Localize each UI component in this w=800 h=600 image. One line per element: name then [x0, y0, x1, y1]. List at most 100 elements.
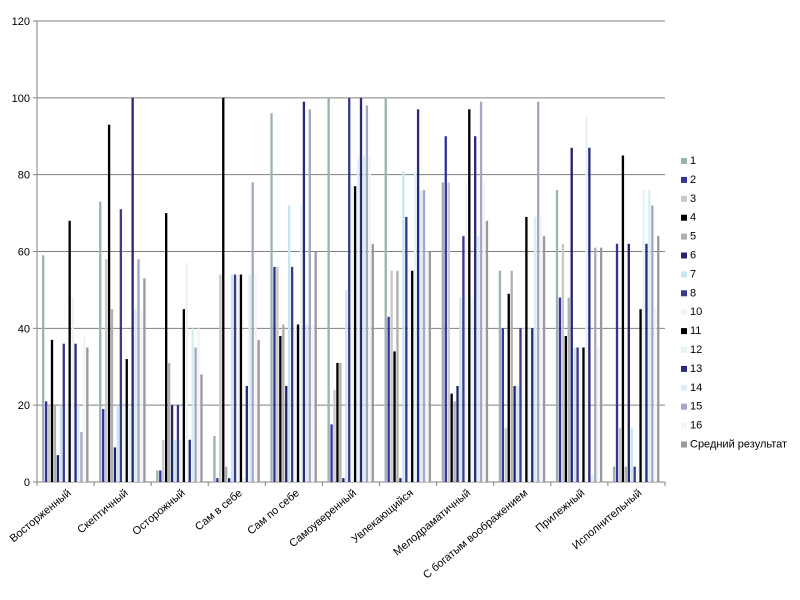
category-label: Сам по себе: [245, 487, 302, 537]
bar-series-16-Скептичный: [140, 309, 143, 483]
bar-series-6-Осторожный: [170, 405, 174, 482]
bar-series-6-Восторженный: [56, 455, 60, 482]
bar-series-Средний результат-Сам по себе: [314, 251, 317, 482]
bar-series-11-Осторожный: [182, 309, 186, 483]
bar-series-14-Самоуверенный: [362, 155, 366, 482]
bar-series-3-Осторожный: [162, 439, 165, 482]
bar-series-14-Восторженный: [77, 405, 80, 482]
bar-series-11-С богатым воображением: [525, 216, 528, 482]
legend-label: 8: [690, 287, 696, 299]
bar-series-13-Самоуверенный: [359, 97, 363, 482]
bar-series-7-Восторженный: [59, 405, 62, 482]
bar-series-1-Исполнительный: [612, 466, 616, 482]
bar-series-4-Сам по себе: [279, 336, 282, 482]
legend-swatch: [681, 347, 687, 353]
bar-series-16-Мелодраматичный: [482, 182, 486, 482]
bar-series-6-С богатым воображением: [513, 385, 516, 482]
bar-series-3-Мелодраматичный: [447, 182, 450, 482]
bar-series-3-Прилежный: [561, 243, 565, 482]
y-tick-labels: 0 20 40 60 80 100 120: [12, 16, 30, 489]
legend-swatch: [681, 290, 687, 297]
category-label: Скептичный: [75, 487, 130, 536]
bar-series-8-Скептичный: [119, 209, 123, 483]
y-tick-label: 80: [18, 170, 30, 182]
bar-series-14-Сам в себе: [248, 274, 251, 482]
bar-series-12-Увлекающийся: [413, 170, 417, 482]
bar-series-2-Сам в себе: [216, 478, 219, 482]
bar-series-8-Мелодраматичный: [462, 236, 465, 482]
bar-series-16-Исполнительный: [654, 309, 657, 483]
legend-label: 6: [690, 250, 696, 262]
bar-series-1-Скептичный: [99, 201, 102, 482]
bar-series-10-Сам в себе: [236, 274, 240, 482]
bar-series-16-Прилежный: [597, 347, 600, 482]
bar-series-8-Осторожный: [176, 405, 180, 482]
bar-series-12-Мелодраматичный: [471, 297, 474, 482]
bar-series-13-Восторженный: [74, 343, 77, 482]
bar-series-11-Мелодраматичный: [468, 109, 471, 483]
bar-series-3-Восторженный: [47, 405, 51, 482]
bar-series-Средний результат-Восторженный: [86, 347, 89, 482]
bar-series-2-Самоуверенный: [330, 424, 333, 483]
legend-swatch: [681, 365, 687, 372]
bar-series-5-С богатым воображением: [510, 270, 513, 482]
bar-series-4-Самоуверенный: [336, 362, 339, 482]
legend-swatch: [681, 403, 687, 410]
y-tick-label: 100: [12, 93, 30, 105]
y-tick-label: 120: [12, 16, 30, 28]
bar-series-12-Исполнительный: [642, 190, 645, 482]
bar-series-13-Скептичный: [131, 97, 134, 482]
bar-series-10-Восторженный: [65, 401, 68, 482]
bar-series-4-Сам в себе: [222, 97, 225, 482]
bar-series-10-Самоуверенный: [351, 186, 354, 482]
bar-series-5-Увлекающийся: [396, 270, 399, 482]
bar-series-1-Сам в себе: [213, 435, 216, 482]
bar-series-14-Прилежный: [591, 474, 594, 482]
bar-series-14-Скептичный: [134, 309, 137, 483]
bar-series-7-Прилежный: [573, 347, 576, 482]
bar-series-7-Самоуверенный: [345, 289, 348, 482]
bar-series-12-С богатым воображением: [528, 328, 531, 482]
bar-series-7-Сам по себе: [288, 205, 291, 482]
legend-swatch: [681, 441, 687, 448]
bar-series-Средний результат-Прилежный: [599, 247, 603, 482]
bar-series-8-Увлекающийся: [405, 216, 408, 482]
bar-series-16-С богатым воображением: [539, 216, 543, 482]
bar-series-15-С богатым воображением: [536, 101, 540, 483]
bar-series-7-Исполнительный: [630, 428, 633, 482]
bar-series-Средний результат-Скептичный: [143, 278, 146, 482]
legend-label: 3: [690, 193, 696, 205]
bar-series-16-Сам по себе: [311, 324, 314, 482]
bar-series-12-Осторожный: [185, 263, 188, 482]
bar-series-Средний результат-Мелодраматичный: [485, 220, 489, 482]
y-tick-label: 0: [24, 477, 30, 489]
bar-series-2-Исполнительный: [615, 243, 619, 482]
bar-series-4-Мелодраматичный: [450, 393, 453, 482]
bar-series-5-Осторожный: [167, 362, 171, 482]
category-label: Сам в себе: [193, 487, 245, 533]
bar-series-1-Увлекающийся: [384, 97, 387, 482]
bar-series-1-С богатым воображением: [498, 270, 502, 482]
bar-series-8-С богатым воображением: [519, 328, 522, 482]
bar-series-13-Увлекающийся: [416, 109, 420, 483]
legend-label: 14: [690, 382, 702, 394]
y-tick-label: 20: [18, 400, 30, 412]
bar-series-2-С богатым воображением: [501, 328, 505, 482]
bar-series-13-Сам по себе: [302, 101, 306, 483]
bar-series-7-Увлекающийся: [402, 170, 405, 482]
bar-series-6-Сам по себе: [285, 385, 288, 482]
bar-series-15-Мелодраматичный: [479, 101, 483, 483]
bar-series-11-Самоуверенный: [353, 186, 357, 482]
bar-series-5-Сам в себе: [225, 466, 228, 482]
legend-label: 5: [690, 231, 696, 243]
bar-series-Средний результат-Исполнительный: [657, 236, 660, 482]
bar-series-13-Мелодраматичный: [474, 136, 477, 482]
bar-series-6-Прилежный: [570, 147, 573, 482]
bar-series-6-Скептичный: [113, 447, 117, 482]
legend-label: 15: [690, 401, 702, 413]
bar-series-12-Сам по себе: [299, 205, 303, 482]
bar-series-13-Сам в себе: [245, 385, 248, 482]
bar-series-15-Осторожный: [194, 347, 197, 482]
bar-series-12-Восторженный: [71, 297, 74, 482]
bar-series-1-Самоуверенный: [327, 97, 330, 482]
